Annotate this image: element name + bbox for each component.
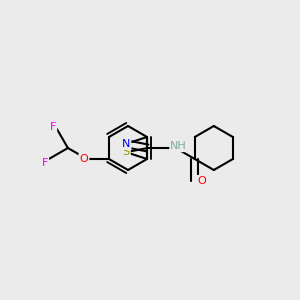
Text: O: O: [80, 154, 88, 164]
Text: O: O: [197, 176, 206, 186]
Text: S: S: [123, 147, 130, 157]
Text: NH: NH: [170, 141, 187, 151]
Text: F: F: [42, 158, 48, 168]
Text: F: F: [50, 122, 56, 132]
Text: N: N: [122, 139, 130, 149]
